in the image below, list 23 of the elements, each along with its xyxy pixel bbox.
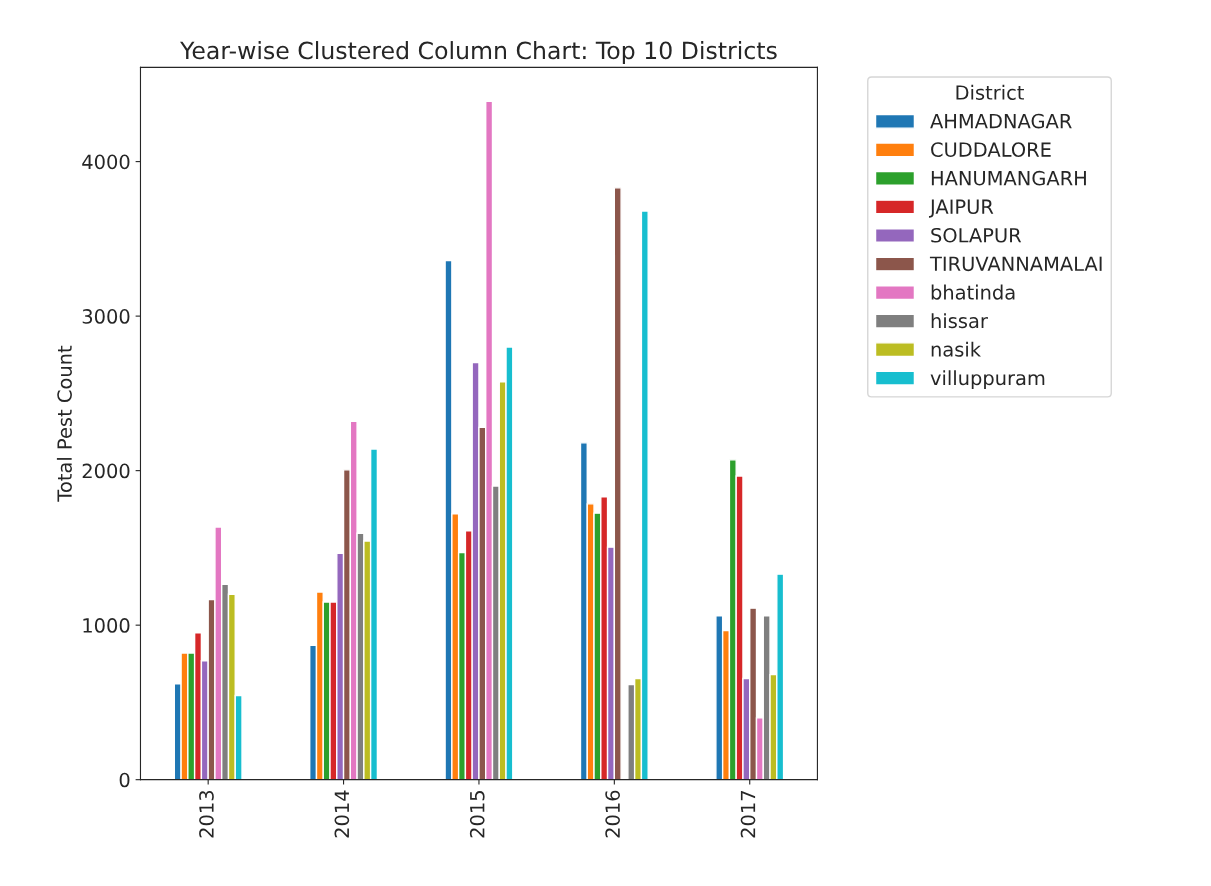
legend-label: AHMADNAGAR xyxy=(930,113,1072,129)
legend-title: District xyxy=(956,84,1024,100)
legend-label: HANUMANGARH xyxy=(931,170,1086,186)
x-tick-label: 2015 xyxy=(469,791,485,838)
legend-label: hissar xyxy=(931,313,988,329)
x-tick-label: 2014 xyxy=(334,790,350,838)
legend-label: villuppuram xyxy=(930,370,1045,390)
x-tick-label: 2016 xyxy=(605,790,620,838)
legend-label: bhatinda xyxy=(931,284,1015,300)
x-tick-label: 2017 xyxy=(740,791,756,838)
y-tick-label: 3000 xyxy=(82,309,130,324)
chart-title: Year-wise Clustered Column Chart: Top 10 Districts xyxy=(180,41,777,64)
y-tick-label: 2000 xyxy=(82,463,130,479)
y-axis-title: Total Pest Count xyxy=(56,345,72,502)
legend-label: nasik xyxy=(931,341,981,357)
y-tick-label: 4000 xyxy=(82,154,130,170)
x-tick-label: 2013 xyxy=(199,790,214,838)
y-tick-label: 0 xyxy=(119,772,130,788)
legend-label: JAIPUR xyxy=(928,199,994,218)
y-tick-label: 1000 xyxy=(83,618,130,633)
legend-label: SOLAPUR xyxy=(931,227,1022,243)
legend-label: TIRUVANNAMALAI xyxy=(929,256,1102,272)
legend-label: CUDDALORE xyxy=(931,142,1051,157)
